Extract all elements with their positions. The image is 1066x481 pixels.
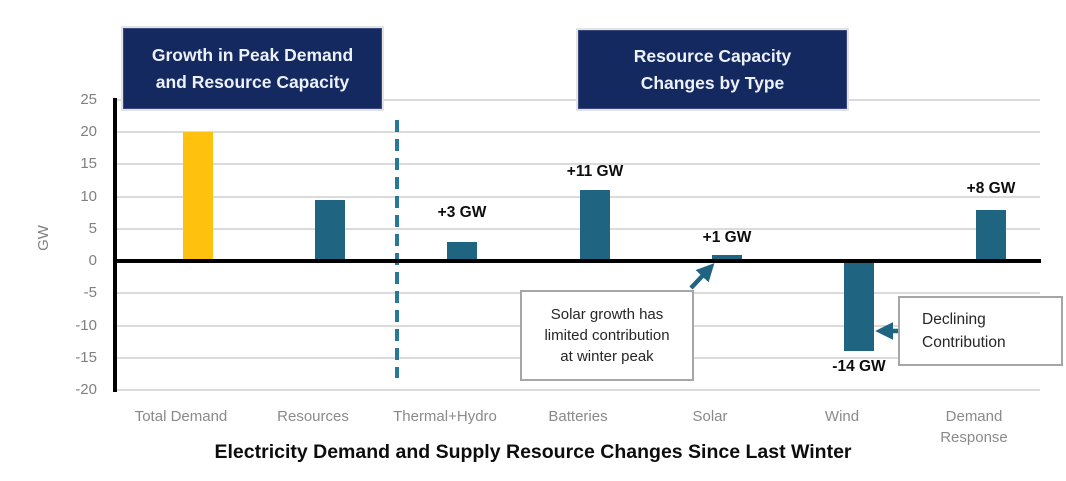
wind-annotation-box: Declining Contribution — [898, 296, 1063, 366]
bar-value-label: +3 GW — [437, 204, 487, 221]
header-growth-peak-demand: Growth in Peak Demand and Resource Capac… — [121, 26, 384, 111]
x-category-label: Thermal+Hydro — [375, 406, 515, 427]
bar-total-demand — [183, 132, 213, 261]
x-category-label: Wind — [772, 406, 912, 427]
y-tick-label-5: 5 — [88, 220, 97, 237]
y-tick-label-25: 25 — [80, 91, 97, 108]
x-category-label: Total Demand — [111, 406, 251, 427]
bar-value-label: -14 GW — [832, 358, 886, 375]
bar-thermal-hydro — [447, 242, 477, 261]
bar-value-label: +1 GW — [702, 229, 752, 246]
x-category-label: Batteries — [508, 406, 648, 427]
bar-solar — [712, 255, 742, 261]
header-line: and Resource Capacity — [155, 71, 350, 92]
bar-demand-response — [976, 210, 1006, 261]
annotation-line: limited contribution — [544, 327, 670, 344]
y-tick-label--15: -15 — [75, 349, 97, 366]
x-category-line: Demand — [945, 408, 1003, 425]
y-tick-label-10: 10 — [80, 188, 97, 205]
annotation-line: Solar growth has — [550, 306, 664, 323]
header-line: Growth in Peak Demand — [151, 44, 354, 65]
chart-title: Electricity Demand and Supply Resource C… — [214, 441, 852, 463]
y-tick-label--5: -5 — [83, 284, 97, 301]
section-divider-dashed-line — [395, 120, 399, 378]
y-tick-label-0: 0 — [88, 252, 97, 269]
header-line: Changes by Type — [640, 72, 785, 93]
header-resource-capacity-changes: Resource Capacity Changes by Type — [576, 28, 849, 111]
x-category-line: Wind — [824, 408, 860, 425]
bar-resources — [315, 200, 345, 261]
y-tick-label-15: 15 — [80, 155, 97, 172]
gridline-20 — [115, 131, 1040, 133]
x-category-line: Response — [940, 429, 1008, 446]
annotation-line: Contribution — [922, 334, 1006, 351]
x-category-line: Solar — [692, 408, 728, 425]
gridline--20 — [115, 389, 1040, 391]
solar-arrow-icon — [689, 263, 715, 290]
annotation-line: Declining — [922, 311, 986, 328]
annotation-line: at winter peak — [560, 348, 654, 365]
bar-value-label: +11 GW — [566, 163, 624, 180]
zero-baseline — [113, 259, 1041, 263]
solar-annotation-box: Solar growth has limited contribution at… — [520, 290, 694, 381]
x-category-line: Total Demand — [134, 408, 228, 425]
y-tick-label--20: -20 — [75, 381, 97, 398]
x-category-label: Solar — [640, 406, 780, 427]
x-category-line: Batteries — [548, 408, 608, 425]
x-category-label: Demand Response — [904, 406, 1044, 448]
bar-value-label: +8 GW — [966, 180, 1016, 197]
x-category-line: Thermal+Hydro — [393, 408, 497, 425]
bar-wind — [844, 261, 874, 351]
gridline-25 — [115, 99, 1040, 101]
x-category-line: Resources — [277, 408, 349, 425]
x-category-label: Resources — [243, 406, 383, 427]
y-tick-label-20: 20 — [80, 123, 97, 140]
gridline-5 — [115, 228, 1040, 230]
bar-batteries — [580, 190, 610, 261]
gridline-10 — [115, 196, 1040, 198]
y-tick-label--10: -10 — [75, 317, 97, 334]
y-axis-line — [113, 98, 117, 392]
header-line: Resource Capacity — [633, 45, 792, 66]
gridline-15 — [115, 163, 1040, 165]
